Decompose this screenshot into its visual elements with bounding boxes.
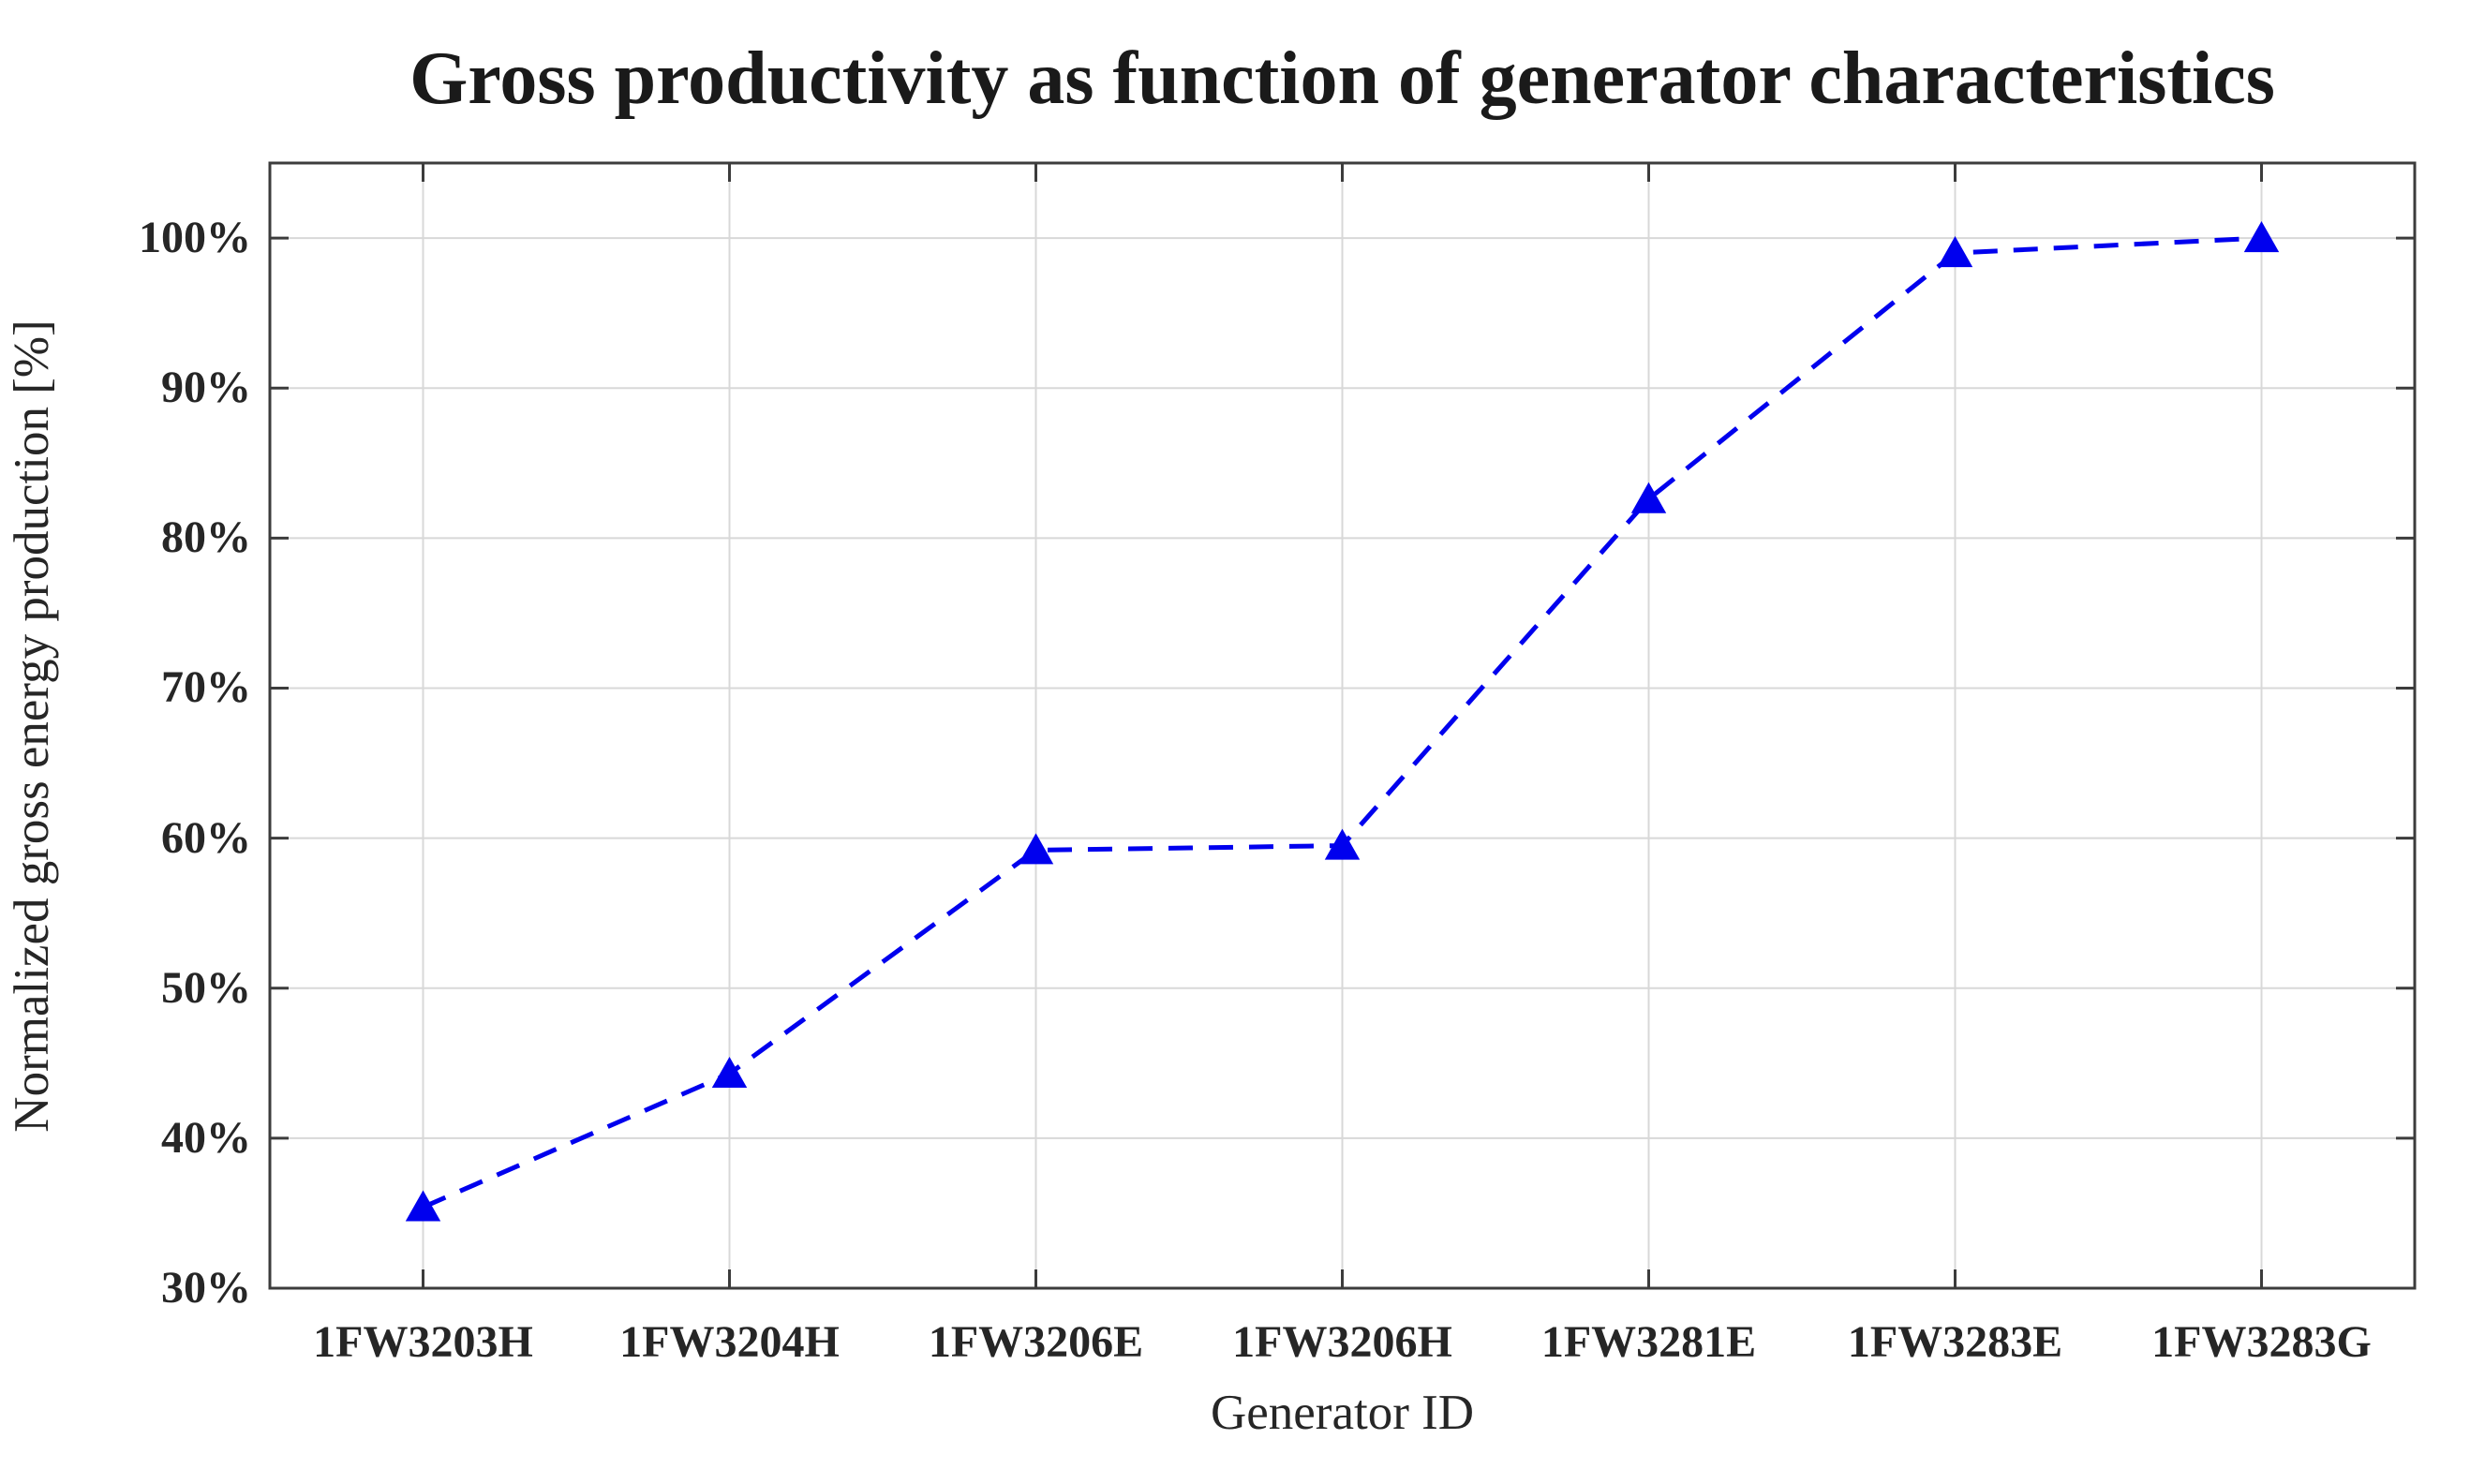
x-tick-label: 1FW3203H bbox=[313, 1317, 533, 1367]
y-tick-label: 70% bbox=[161, 662, 251, 713]
data-point-marker bbox=[2243, 221, 2280, 253]
y-tick-label: 60% bbox=[161, 812, 251, 863]
x-tick-label: 1FW3204H bbox=[619, 1317, 840, 1367]
y-tick-label: 50% bbox=[161, 962, 251, 1013]
y-tick-label: 30% bbox=[161, 1263, 251, 1313]
data-point-marker bbox=[1324, 828, 1361, 860]
data-point-marker bbox=[1630, 482, 1667, 513]
y-tick-label: 90% bbox=[161, 363, 251, 413]
data-point-marker bbox=[711, 1056, 748, 1089]
data-point-marker bbox=[405, 1190, 441, 1222]
data-point-marker bbox=[1937, 236, 1973, 268]
y-tick-label: 40% bbox=[161, 1112, 251, 1163]
y-tick-label: 100% bbox=[139, 213, 251, 263]
data-point-marker bbox=[1018, 833, 1054, 865]
chart-title: Gross productivity as function of genera… bbox=[409, 37, 2275, 120]
x-axis-label: Generator ID bbox=[1210, 1386, 1475, 1440]
x-tick-label: 1FW3281E bbox=[1540, 1317, 1757, 1367]
y-tick-label: 80% bbox=[161, 512, 251, 563]
x-tick-label: 1FW3283G bbox=[2151, 1317, 2372, 1367]
x-tick-label: 1FW3283E bbox=[1847, 1317, 2063, 1367]
x-tick-label: 1FW3206H bbox=[1232, 1317, 1452, 1367]
x-tick-label: 1FW3206E bbox=[928, 1317, 1144, 1367]
